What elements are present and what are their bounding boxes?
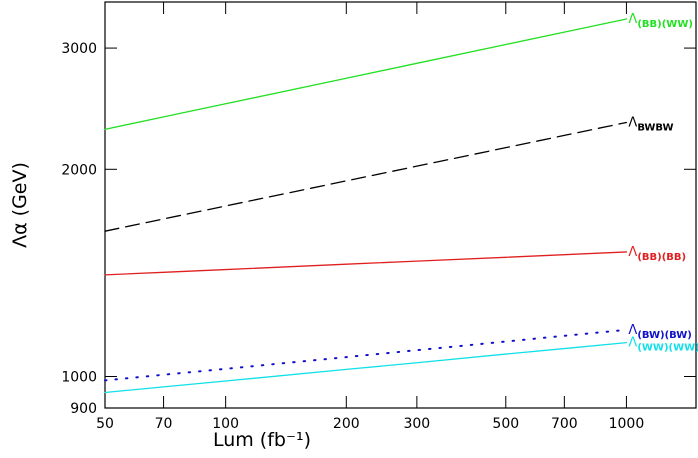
series-line [104,328,628,382]
series-line [104,341,628,394]
series-label: Λ(BB)(WW) [628,12,693,30]
x-tick-label: 50 [96,416,114,432]
series-label: Λ(BB)(BB) [628,245,686,263]
y-tick-label: 2000 [61,162,97,178]
y-tick-label: 1000 [61,370,97,386]
series-label: Λ(WW)(WW) [628,336,698,354]
series-line [104,18,628,130]
x-tick-label: 500 [492,416,519,432]
series-label: ΛBWBW [628,115,673,133]
y-axis-label: Λα (GeV) [9,162,31,248]
y-tick-label: 3000 [61,41,97,57]
x-tick-label: 100 [212,416,239,432]
series-line [104,251,628,276]
x-axis-label: Lum (fb⁻¹) [213,429,311,451]
series-line [104,121,628,232]
x-tick-label: 200 [333,416,360,432]
y-tick-label: 900 [70,401,97,417]
x-tick-label: 70 [155,416,173,432]
x-tick-label: 1000 [609,416,645,432]
series-label: Λ(BW)(BW) [628,323,691,341]
x-tick-label: 300 [403,416,430,432]
x-tick-label: 700 [551,416,578,432]
plot-frame [104,1,697,409]
